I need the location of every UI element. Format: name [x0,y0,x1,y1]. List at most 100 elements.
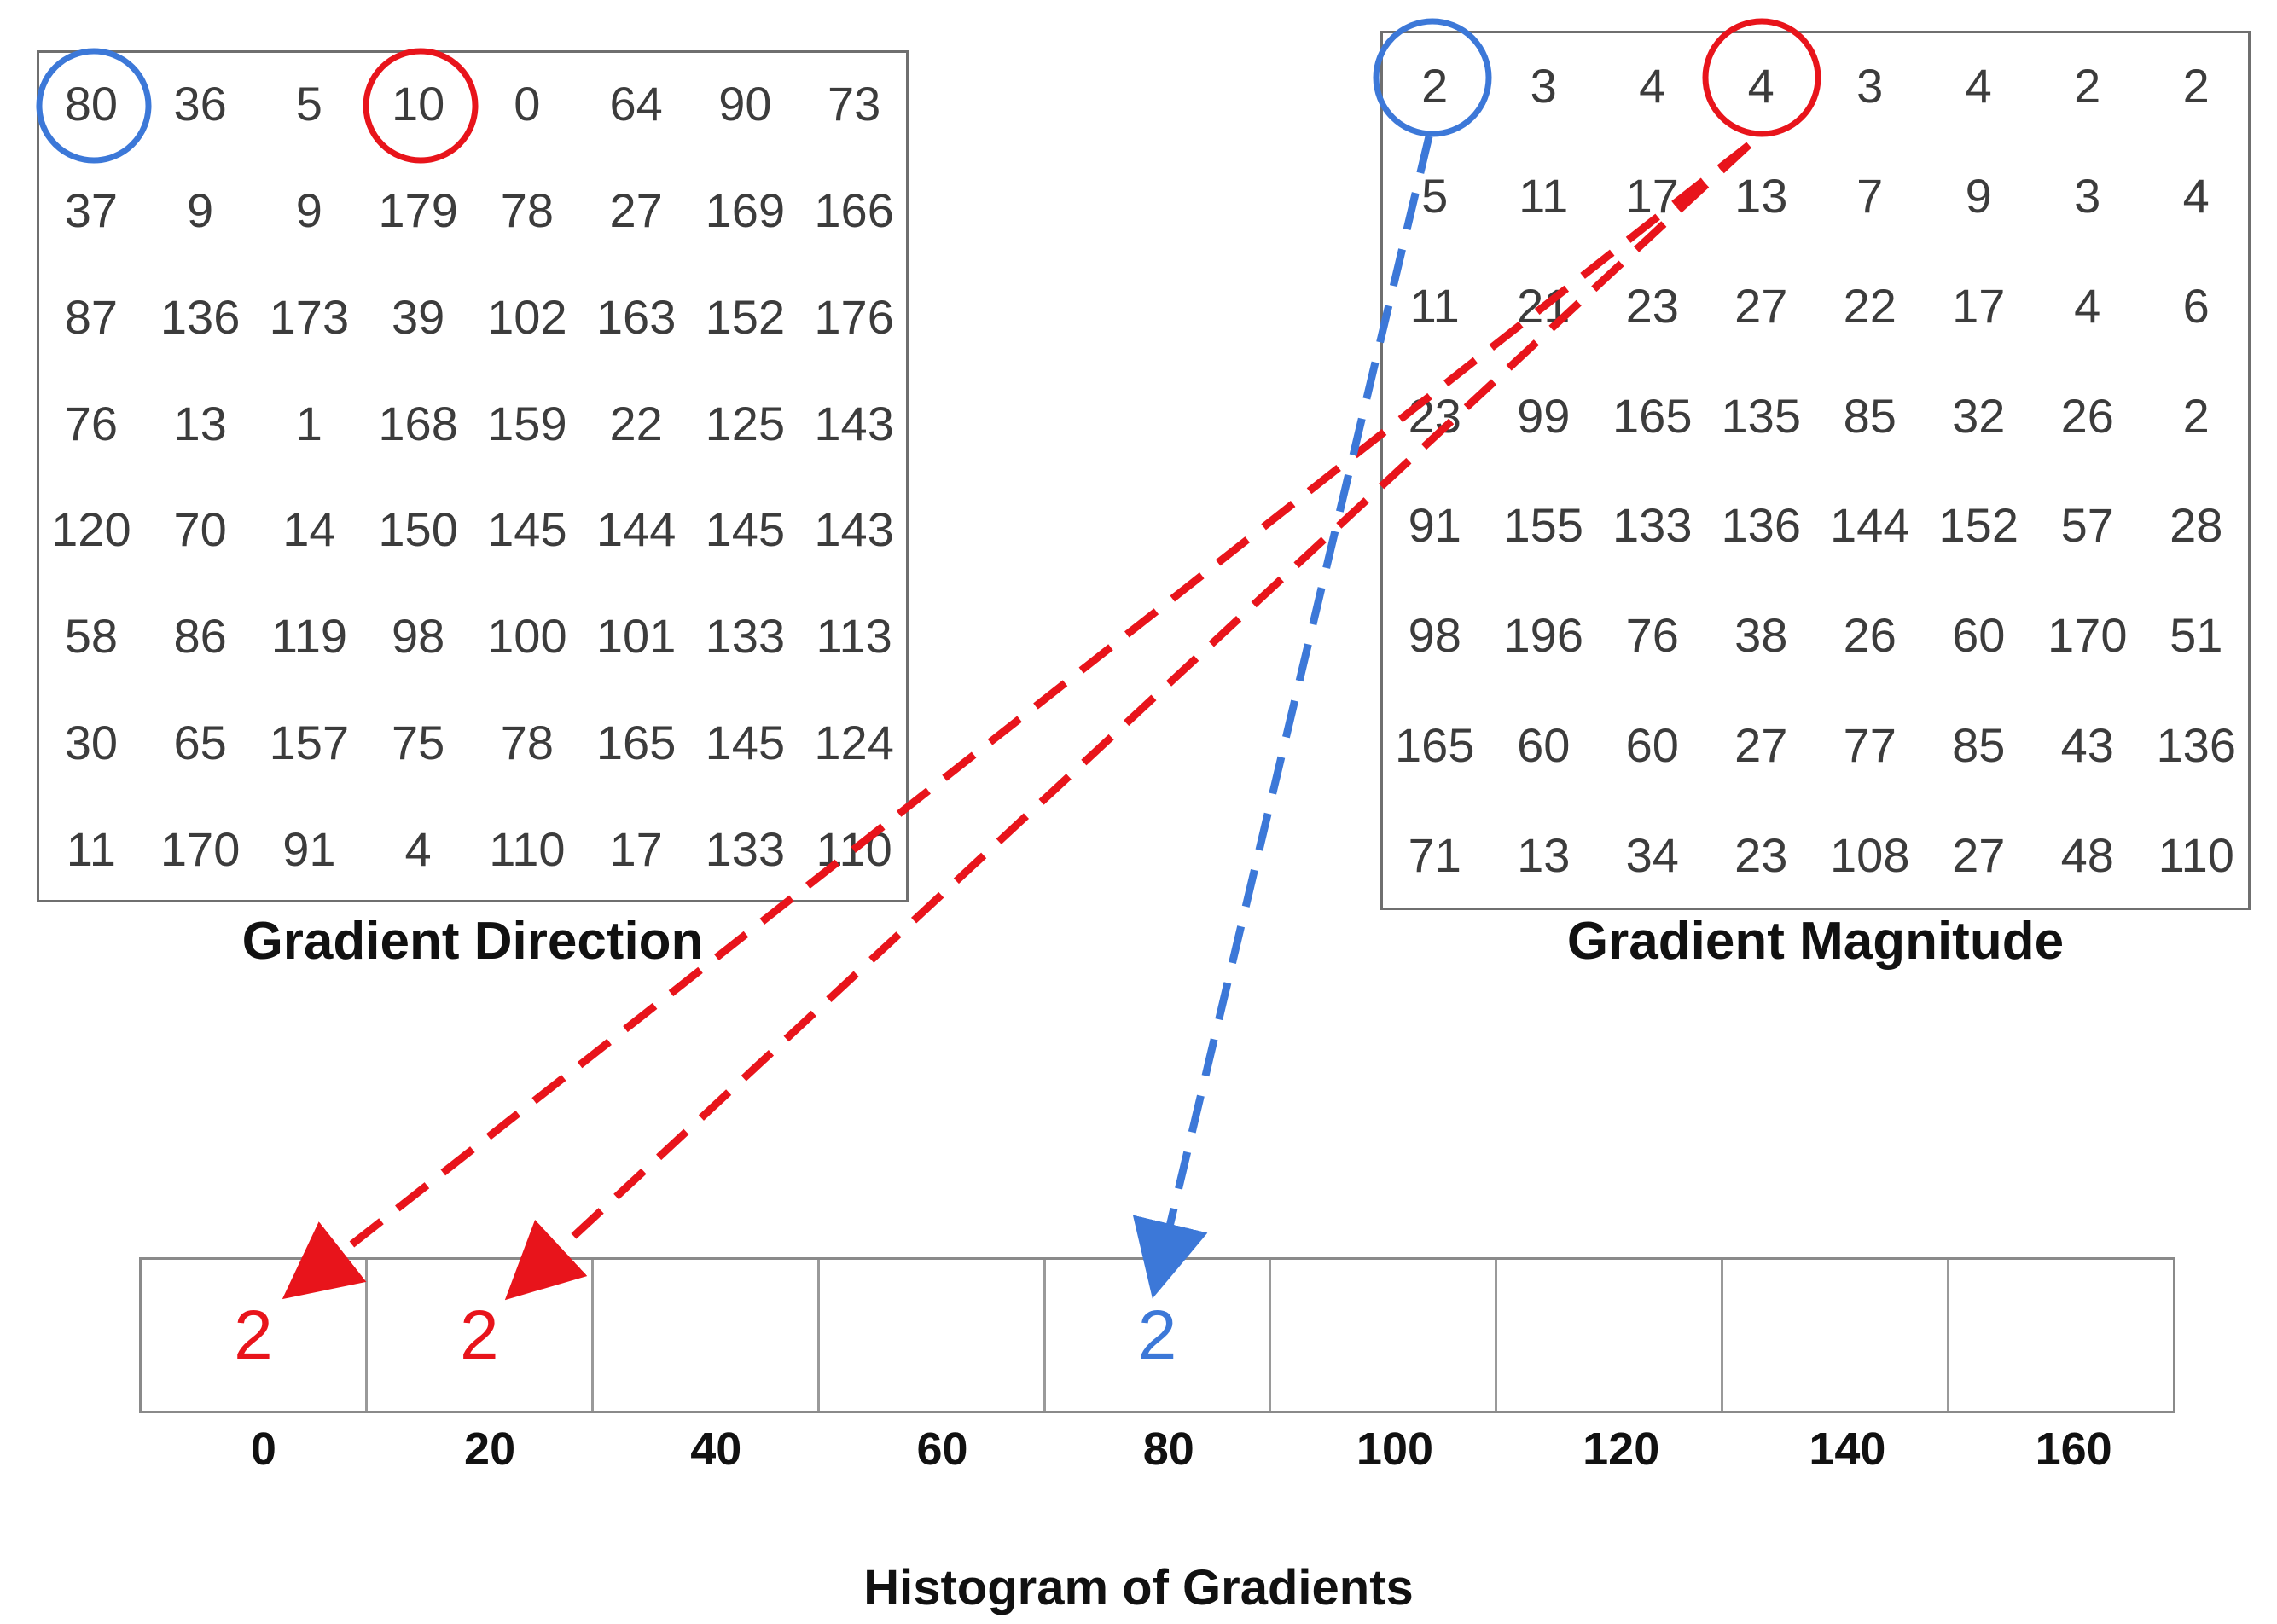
magnitude-cell: 99 [1517,388,1571,443]
direction-cell: 37 [64,183,119,237]
direction-cell: 165 [595,716,677,770]
magnitude-cell: 23 [1734,828,1788,883]
magnitude-cell: 34 [1625,828,1679,883]
magnitude-cell: 7 [1856,168,1884,223]
histogram-tick-label: 160 [2035,1424,2112,1475]
histogram-tick-label: 100 [1356,1424,1434,1475]
magnitude-cell: 60 [1952,608,2006,663]
magnitude-cell: 85 [1843,388,1897,443]
histogram-bin: 2 [368,1260,594,1411]
magnitude-cell: 133 [1612,498,1693,553]
direction-cell: 150 [378,502,458,557]
direction-cell: 30 [64,716,119,770]
histogram-bin: 2 [1046,1260,1272,1411]
direction-cell: 101 [595,609,677,664]
direction-cell: 17 [609,822,663,877]
magnitude-cell: 48 [2060,828,2114,883]
magnitude-cell: 2 [2182,388,2210,443]
magnitude-cell: 3 [2074,168,2101,223]
magnitude-cell: 3 [1530,58,1557,113]
histogram-tick-label: 20 [464,1424,516,1475]
direction-cell: 14 [282,502,336,557]
magnitude-cell: 108 [1830,828,1910,883]
magnitude-cell: 13 [1734,168,1788,223]
direction-cell: 39 [391,289,445,344]
direction-cell: 100 [487,609,567,664]
histogram-bins: 2 2 2 [139,1257,2175,1413]
magnitude-cell: 4 [1747,58,1775,113]
direction-cell: 91 [282,822,336,877]
direction-cell: 80 [64,76,119,130]
histogram-tick-label: 140 [1809,1424,1886,1475]
direction-cell: 125 [705,396,786,450]
direction-cell: 9 [187,183,214,237]
direction-cell: 5 [295,76,322,130]
magnitude-cell: 91 [1408,498,1461,553]
direction-cell: 98 [391,609,445,664]
direction-cell: 159 [487,396,567,450]
histogram-tick-label: 60 [916,1424,968,1475]
magnitude-cell: 4 [2074,278,2101,333]
direction-cell: 133 [705,609,786,664]
histogram-bin [594,1260,820,1411]
magnitude-cell: 196 [1503,608,1583,663]
histogram-bin [1497,1260,1724,1411]
direction-cell: 173 [269,289,350,344]
histogram-bin [1271,1260,1498,1411]
direction-cell: 110 [489,822,566,877]
magnitude-cell: 85 [1952,718,2006,773]
direction-cell: 75 [391,716,445,770]
direction-cell: 133 [705,822,786,877]
direction-cell: 36 [173,76,227,130]
direction-cell: 120 [51,502,131,557]
magnitude-cell: 23 [1625,278,1679,333]
magnitude-cell: 71 [1408,828,1461,883]
direction-cell: 4 [404,822,432,877]
magnitude-cell: 27 [1952,828,2006,883]
magnitude-cell: 165 [1395,718,1475,773]
direction-cell: 65 [173,716,227,770]
direction-cell: 78 [500,183,555,237]
magnitude-cell: 23 [1408,388,1461,443]
magnitude-cell: 98 [1408,608,1461,663]
direction-cell: 70 [173,502,227,557]
histogram-bin [1723,1260,1950,1411]
magnitude-cell: 2 [2074,58,2101,113]
direction-cell: 152 [705,289,786,344]
direction-cell: 168 [378,396,458,450]
magnitude-cell: 136 [1721,498,1801,553]
direction-cell: 64 [609,76,663,130]
magnitude-cell: 60 [1625,718,1679,773]
magnitude-cell: 11 [1519,168,1569,223]
histogram-bin: 2 [142,1260,368,1411]
direction-cell: 124 [814,716,894,770]
histogram-bin-value: 2 [460,1296,499,1374]
magnitude-cell: 144 [1830,498,1910,553]
histogram-tick-label: 120 [1583,1424,1660,1475]
gradient-direction-caption: Gradient Direction [241,912,704,971]
direction-cell: 136 [160,289,241,344]
magnitude-cell: 6 [2182,278,2210,333]
magnitude-cell: 77 [1843,718,1897,773]
direction-cell: 170 [160,822,241,877]
direction-cell: 110 [816,822,892,877]
direction-cell: 143 [814,396,894,450]
gradient-direction-grid: 80 36 5 10 0 64 90 73 37 9 9 179 78 27 169 166 87 136 173 3… [37,50,909,902]
magnitude-cell: 135 [1721,388,1801,443]
direction-cell: 76 [64,396,119,450]
magnitude-cell: 152 [1938,498,2019,553]
direction-cell: 169 [705,183,786,237]
direction-cell: 22 [609,396,663,450]
magnitude-cell: 26 [2060,388,2114,443]
magnitude-cell: 5 [1421,168,1449,223]
magnitude-cell: 110 [2158,828,2234,883]
direction-cell: 157 [269,716,350,770]
magnitude-cell: 22 [1843,278,1897,333]
direction-cell: 145 [487,502,567,557]
histogram-bin-value: 2 [234,1296,273,1374]
histogram-bin [820,1260,1046,1411]
direction-cell: 166 [814,183,894,237]
magnitude-cell: 32 [1952,388,2006,443]
magnitude-cell: 17 [1625,168,1679,223]
magnitude-cell: 4 [1639,58,1666,113]
